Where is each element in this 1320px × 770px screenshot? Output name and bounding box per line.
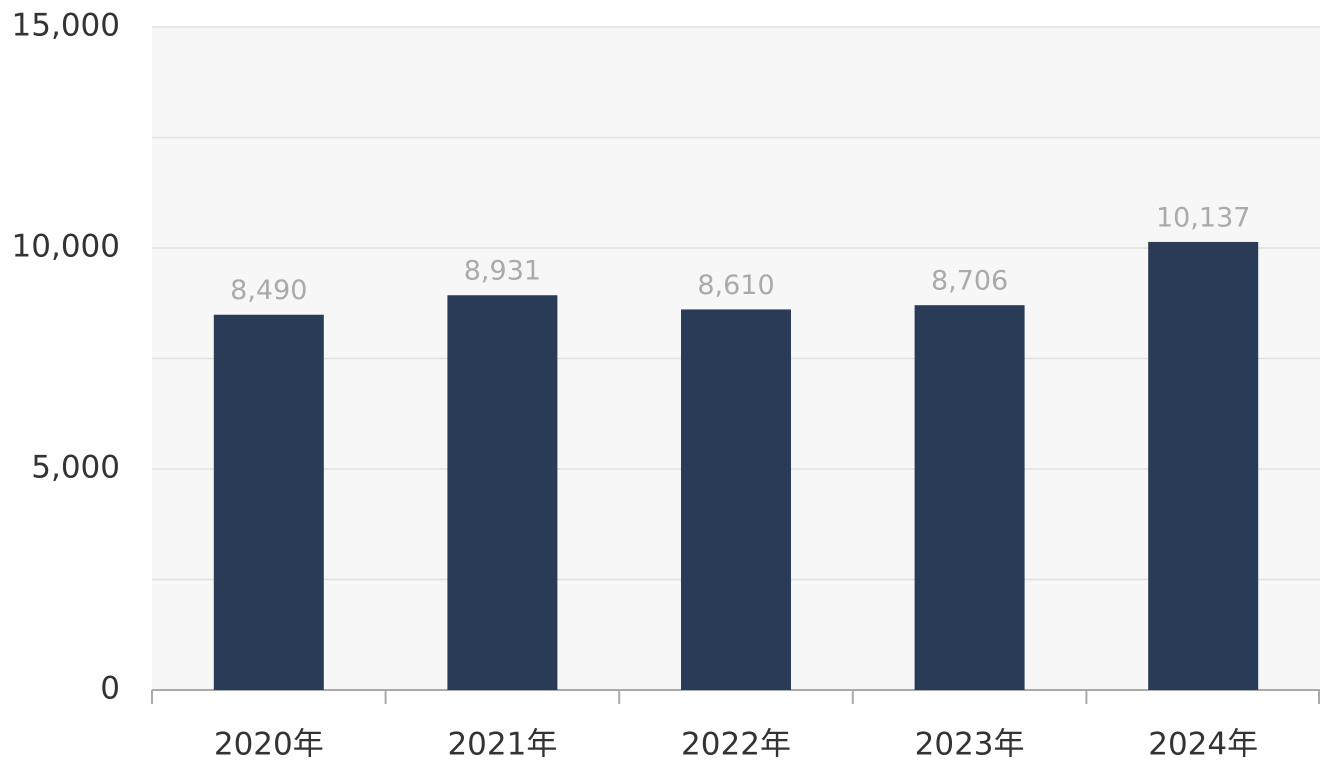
bar (213, 314, 324, 690)
x-tick-label: 2021年 (447, 727, 557, 763)
value-label: 8,610 (697, 270, 774, 301)
y-tick-label: 10,000 (12, 229, 120, 265)
y-tick-label: 5,000 (31, 450, 120, 486)
x-tick-label: 2022年 (681, 727, 791, 763)
bar (914, 305, 1025, 690)
y-tick-label: 0 (100, 671, 120, 707)
y-tick-label: 15,000 (12, 8, 120, 44)
x-tick-label: 2020年 (214, 727, 324, 763)
value-label: 10,137 (1156, 202, 1250, 233)
x-tick-label: 2023年 (915, 727, 1025, 763)
value-label: 8,490 (230, 275, 307, 306)
x-tick-label: 2024年 (1148, 727, 1258, 763)
bar (681, 309, 791, 690)
bar (447, 295, 558, 690)
bar (1148, 241, 1259, 691)
value-label: 8,706 (931, 266, 1008, 297)
value-label: 8,931 (464, 256, 541, 287)
